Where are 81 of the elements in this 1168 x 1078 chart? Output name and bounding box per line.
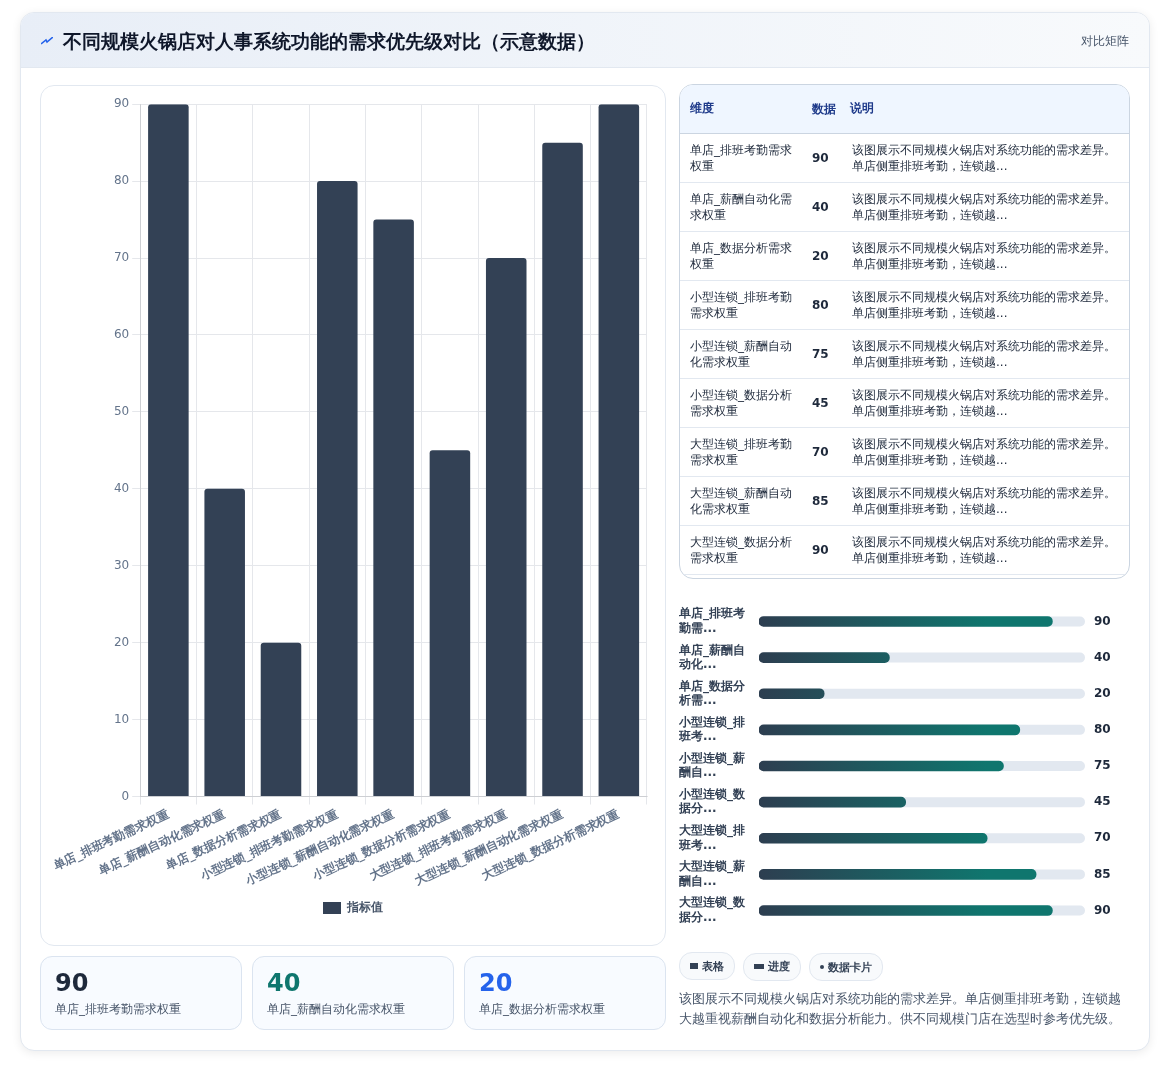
category-label: 大型连锁_数据分析需求权重 xyxy=(680,525,802,574)
data-label: 20 xyxy=(802,231,840,280)
data-label: 45 xyxy=(802,378,840,427)
data-label: 75 xyxy=(802,329,840,378)
y-tick-label: 0 xyxy=(121,788,130,803)
y-tick-label: 单店_薪酬自动化... xyxy=(678,642,745,671)
text: 维度 xyxy=(680,85,802,133)
text: 该图展示不同规模火锅店对系统功能的需求差异。单店侧重排班考勤，连锁越... xyxy=(852,534,1116,565)
text: 数据 xyxy=(802,85,840,133)
y-tick-label: 单店_数据分析需... xyxy=(678,678,746,708)
y-tick-label: 小型连锁_数据分... xyxy=(678,787,746,816)
y-tick-label: 10 xyxy=(113,711,130,726)
category-label: 单店_数据分析需求权重 xyxy=(479,1001,606,1018)
data-label: 20 xyxy=(1094,685,1111,700)
y-tick-label: 小型连锁_排班考... xyxy=(678,714,745,744)
data-label: 20 xyxy=(479,969,514,997)
text: 该图展示不同规模火锅店对系统功能的需求差异。单店侧重排班考勤，连锁越... xyxy=(852,240,1116,271)
bar xyxy=(260,642,302,796)
y-tick-label: 60 xyxy=(113,327,130,342)
chart-title: 不同规模火锅店对人事系统功能的需求优先级对比（示意数据） xyxy=(63,29,595,54)
text: 该图展示不同规模火锅店对系统功能的需求差异。单店侧重排班考勤，连锁越... xyxy=(852,436,1116,467)
category-label: 单店_排班考勤需求权重 xyxy=(55,1001,182,1018)
category-label: 单店_数据分析需求权重 xyxy=(680,231,802,280)
data-label: 40 xyxy=(802,182,840,231)
y-tick-label: 50 xyxy=(113,404,130,419)
bar xyxy=(373,219,414,796)
data-label: 40 xyxy=(1094,649,1111,664)
data-label: 40 xyxy=(267,969,302,997)
bar xyxy=(429,450,471,796)
data-label: 90 xyxy=(1094,613,1111,628)
y-tick-label: 小型连锁_薪酬自... xyxy=(678,750,745,780)
text: 说明 xyxy=(840,85,1129,133)
category-label: 小型连锁_薪酬自动化需求权重 xyxy=(680,329,802,378)
text: 对比矩阵 xyxy=(1081,33,1129,50)
y-tick-label: 40 xyxy=(113,480,130,495)
bar xyxy=(759,688,825,700)
y-tick-label: 大型连锁_薪酬自... xyxy=(679,859,745,888)
data-label: 80 xyxy=(1094,721,1111,736)
y-tick-label: 70 xyxy=(113,250,130,265)
y-tick-label: 80 xyxy=(113,173,130,188)
data-label: 90 xyxy=(55,969,90,997)
category-label: 大型连锁_排班考勤需求权重 xyxy=(680,427,802,476)
text: 该图展示不同规模火锅店对系统功能的需求差异。单店侧重排班考勤，连锁越... xyxy=(852,338,1116,369)
bar xyxy=(542,142,583,796)
text: 该图展示不同规模火锅店对系统功能的需求差异。单店侧重排班考勤，连锁越... xyxy=(852,387,1116,418)
y-tick-label: 单店_排班考勤需... xyxy=(678,606,745,635)
bar xyxy=(317,181,358,796)
category-label: 单店_薪酬自动化需求权重 xyxy=(267,1001,406,1018)
bar xyxy=(598,104,640,796)
bar xyxy=(148,104,189,796)
category-label: 大型连锁_薪酬自动化需求权重 xyxy=(680,476,802,525)
y-tick-label: 20 xyxy=(113,634,130,649)
text: 数据卡片 xyxy=(809,953,883,981)
data-label: 90 xyxy=(802,525,840,574)
text: 表格 xyxy=(679,952,735,980)
category-label: 单店_排班考勤需求权重 xyxy=(680,133,802,182)
y-tick-label: 大型连锁_数据分... xyxy=(678,895,746,924)
bar xyxy=(485,258,527,796)
data-label: 70 xyxy=(802,427,840,476)
text: 该图展示不同规模火锅店对系统功能的需求差异。单店侧重排班考勤，连锁越... xyxy=(852,289,1116,320)
data-label: 75 xyxy=(1094,758,1111,773)
data-label: 70 xyxy=(1094,830,1111,845)
data-label: 90 xyxy=(802,133,840,182)
data-label: 45 xyxy=(1094,794,1111,809)
data-label: 85 xyxy=(1094,866,1111,881)
category-label: 小型连锁_排班考勤需求权重 xyxy=(680,280,802,329)
text: 该图展示不同规模火锅店对系统功能的需求差异。单店侧重排班考勤，连锁越... xyxy=(840,133,1129,182)
y-tick-label: 30 xyxy=(113,557,130,572)
text: 进度 xyxy=(743,952,801,981)
y-tick-label: 90 xyxy=(113,96,130,111)
bar xyxy=(204,488,245,796)
data-label: 90 xyxy=(1094,902,1111,917)
legend-label: 指标值 xyxy=(346,900,383,915)
text: 该图展示不同规模火锅店对系统功能的需求差异。单店侧重排班考勤，连锁越... xyxy=(852,485,1116,516)
y-tick-label: 大型连锁_排班考... xyxy=(678,823,745,852)
data-label: 80 xyxy=(802,280,840,329)
category-label: 单店_薪酬自动化需求权重 xyxy=(680,182,802,231)
text: 该图展示不同规模火锅店对系统功能的需求差异。单店侧重排班考勤，连锁越大越重视薪酬自动化和数据分析能力。供不同规模门店在选型时参考优先级。 xyxy=(679,990,1122,1028)
category-label: 小型连锁_数据分析需求权重 xyxy=(680,378,802,427)
text: 该图展示不同规模火锅店对系统功能的需求差异。单店侧重排班考勤，连锁越... xyxy=(852,191,1116,222)
data-label: 85 xyxy=(802,476,840,525)
